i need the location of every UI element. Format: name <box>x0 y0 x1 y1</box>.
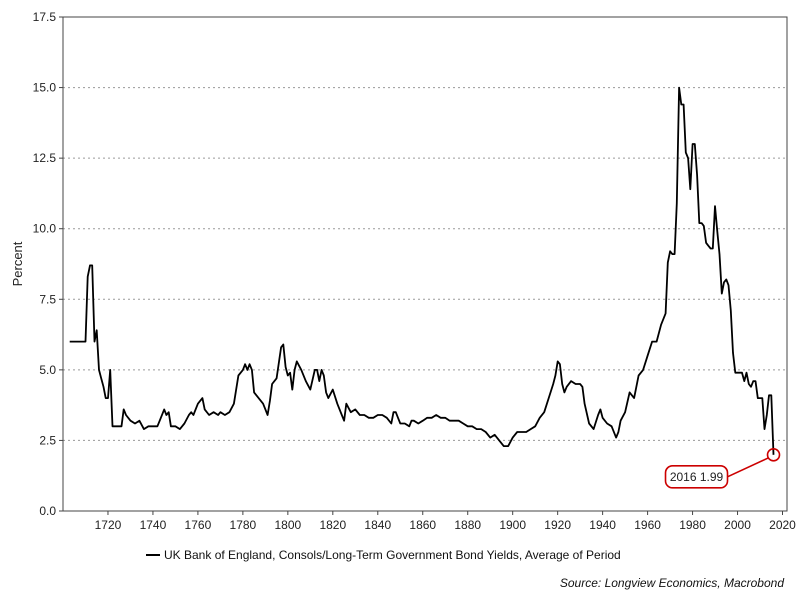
x-tick-label: 1840 <box>364 518 391 532</box>
y-tick-label: 0.0 <box>39 504 56 518</box>
series-group <box>69 86 775 455</box>
x-tick-label: 1720 <box>95 518 122 532</box>
y-tick-label: 15.0 <box>33 81 57 95</box>
x-tick-label: 1980 <box>679 518 706 532</box>
annotation-leader <box>727 457 769 478</box>
x-tick-label: 2000 <box>724 518 751 532</box>
x-tick-label: 1760 <box>185 518 212 532</box>
x-axis: 1720 1740 1760 1780 1800 1820 1840 1860 1880 1900… <box>95 511 796 532</box>
x-tick-label: 1860 <box>409 518 436 532</box>
plot-area-frame <box>62 16 788 512</box>
y-tick-label: 10.0 <box>33 222 57 236</box>
legend-line-swatch <box>146 554 160 556</box>
x-tick-label: 2020 <box>769 518 796 532</box>
x-tick-label: 1780 <box>230 518 257 532</box>
x-tick-label: 1940 <box>589 518 616 532</box>
legend-label: UK Bank of England, Consols/Long-Term Go… <box>164 548 621 562</box>
source-note: Source: Longview Economics, Macrobond <box>559 576 784 590</box>
x-tick-label: 1820 <box>319 518 346 532</box>
x-tick-label: 1800 <box>274 518 301 532</box>
y-axis-label: Percent <box>10 241 25 286</box>
y-tick-label: 12.5 <box>33 151 57 165</box>
y-axis: 0.0 2.5 5.0 7.5 10.0 12.5 15.0 17.5 <box>33 10 63 518</box>
annotation-marker <box>766 448 781 462</box>
legend: UK Bank of England, Consols/Long-Term Go… <box>146 548 621 562</box>
series-line <box>69 86 775 455</box>
annotation-group: 2016 1.99 <box>664 448 781 489</box>
y-tick-label: 2.5 <box>39 433 56 447</box>
gridlines <box>63 16 787 441</box>
annotation-box <box>664 465 729 489</box>
x-tick-label: 1960 <box>634 518 661 532</box>
annotation-label: 2016 1.99 <box>670 470 724 484</box>
x-tick-label: 1740 <box>140 518 167 532</box>
y-tick-label: 7.5 <box>39 292 56 306</box>
y-tick-label: 17.5 <box>33 10 57 24</box>
y-tick-label: 5.0 <box>39 363 56 377</box>
x-tick-label: 1900 <box>499 518 526 532</box>
x-tick-label: 1880 <box>454 518 481 532</box>
x-tick-label: 1920 <box>544 518 571 532</box>
